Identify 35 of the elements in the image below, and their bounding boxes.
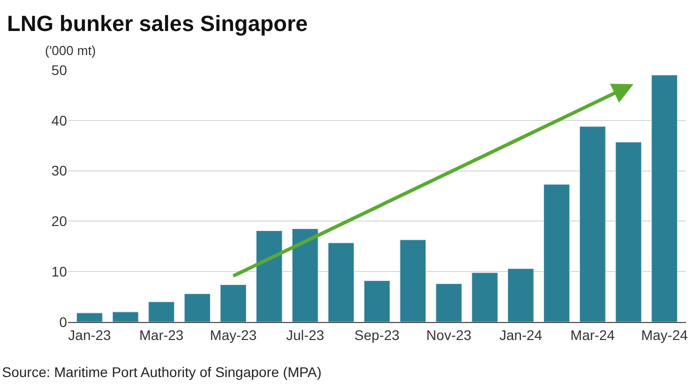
y-tick-label: 40 — [51, 112, 68, 128]
bar — [651, 74, 678, 322]
bar — [292, 228, 318, 322]
bar — [256, 230, 282, 322]
x-tick-label: Sep-23 — [354, 326, 400, 343]
y-tick-label: 10 — [51, 264, 68, 280]
bar — [184, 294, 211, 322]
bar — [508, 268, 534, 322]
bar — [220, 284, 246, 322]
bar — [112, 312, 139, 322]
x-tick-label: May-24 — [641, 326, 688, 343]
source-note: Source: Maritime Port Authority of Singapore (MPA) — [2, 364, 322, 380]
x-tick-label: Mar-24 — [570, 326, 615, 343]
x-tick-label: Nov-23 — [426, 326, 472, 343]
bar — [148, 302, 175, 322]
bar — [436, 283, 462, 322]
x-tick-label: Mar-23 — [139, 326, 184, 343]
bar — [364, 280, 390, 322]
x-tick-label: Jan-23 — [68, 326, 112, 343]
x-tick-label: Jan-24 — [499, 326, 542, 343]
bar — [579, 126, 606, 322]
y-tick-label: 50 — [51, 62, 68, 78]
y-tick-label: 0 — [59, 314, 68, 330]
bar — [400, 240, 426, 322]
y-tick-label: 20 — [51, 213, 68, 230]
y-tick-label: 30 — [51, 162, 68, 179]
bar — [615, 142, 642, 322]
bar — [543, 184, 570, 322]
bar — [76, 312, 103, 322]
x-tick-label: May-23 — [210, 326, 257, 343]
bar — [328, 242, 354, 322]
bar — [472, 272, 498, 322]
y-axis-title: ('000 mt) — [45, 43, 96, 58]
x-tick-label: Jul-23 — [286, 326, 324, 343]
chart-title: LNG bunker sales Singapore — [7, 10, 308, 36]
